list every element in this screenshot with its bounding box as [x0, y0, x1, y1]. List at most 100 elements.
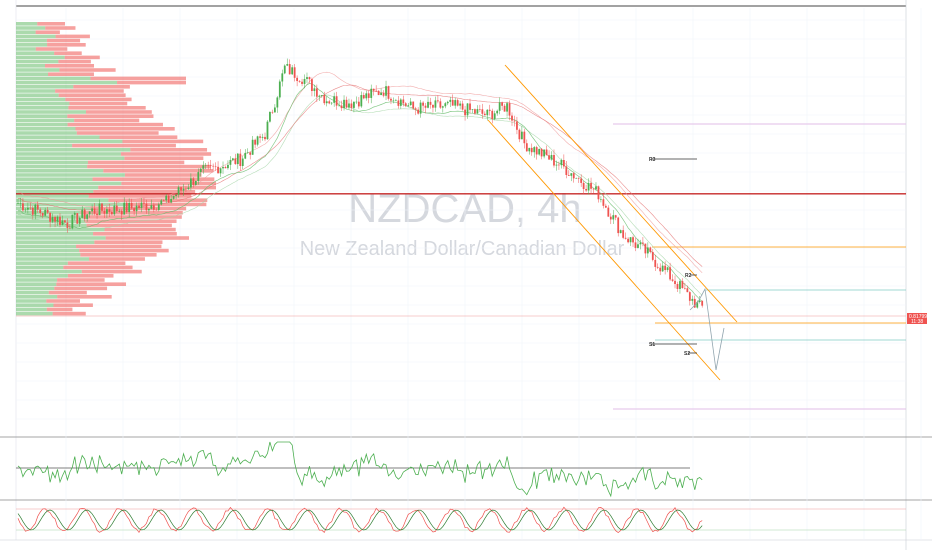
volume-profile-sell-bar: [79, 248, 169, 253]
candle-down: [684, 287, 686, 289]
candle-down: [101, 203, 103, 211]
candle-down: [108, 209, 111, 212]
candle-up: [160, 200, 163, 205]
candle-down: [404, 103, 407, 106]
candle-down: [525, 143, 528, 152]
candle-up: [691, 298, 694, 301]
candle-up: [560, 160, 563, 166]
candle-down: [540, 148, 543, 157]
volume-profile-sell-bar: [75, 127, 175, 131]
candle-up: [646, 247, 649, 254]
volume-profile-sell-bar: [88, 194, 192, 198]
candle-up: [444, 103, 447, 107]
candle-down: [478, 109, 481, 110]
candle-down: [508, 103, 511, 116]
volume-profile-sell-bar: [89, 257, 145, 261]
volume-profile-buy-bar: [16, 131, 77, 135]
volume-profile-sell-bar: [81, 269, 142, 274]
candle-down: [590, 182, 592, 189]
candle-down: [597, 186, 600, 200]
candle-up: [318, 95, 321, 97]
candle-up: [395, 100, 397, 102]
candle-down: [96, 213, 98, 216]
candle-up: [88, 211, 91, 215]
candle-up: [278, 81, 281, 98]
candle-up: [441, 106, 444, 108]
candle-up: [256, 136, 259, 145]
candle-down: [516, 121, 518, 130]
drawings[interactable]: [487, 64, 738, 381]
candle-up: [291, 67, 294, 75]
volume-profile-sell-bar: [35, 47, 68, 51]
candle-up: [666, 267, 669, 271]
candle-down: [311, 79, 313, 92]
candle-up: [370, 88, 373, 98]
volume-profile-sell-bar: [47, 43, 86, 47]
candle-up: [229, 159, 232, 165]
volume-profile-sell-bar: [124, 173, 202, 177]
candle-down: [609, 216, 612, 220]
volume-profile-sell-bar: [56, 282, 127, 286]
horizontal-levels[interactable]: [16, 123, 906, 410]
candle-up: [392, 100, 395, 102]
candle-down: [68, 227, 71, 229]
volume-profile-sell-bar: [46, 299, 80, 303]
stochastic-pane: [16, 506, 906, 534]
candle-up: [113, 205, 116, 215]
volume-profile-buy-bar: [16, 139, 123, 144]
volume-profile-buy-bar: [16, 97, 66, 102]
volume-profile-sell-bar: [53, 303, 93, 307]
volume-profile-buy-bar: [16, 190, 94, 194]
candle-up: [219, 168, 222, 174]
volume-profile-sell-bar: [93, 190, 196, 194]
candle-up: [266, 121, 269, 140]
candle-down: [451, 99, 454, 106]
candle-down: [41, 212, 44, 216]
candle-up: [204, 165, 207, 166]
candle-up: [360, 95, 363, 107]
volume-profile-sell-bar: [67, 261, 126, 265]
candle-up: [698, 300, 701, 302]
candle-down: [350, 103, 353, 108]
candle-up: [61, 220, 64, 225]
candle-up: [446, 101, 449, 104]
volume-profile-sell-bar: [69, 101, 128, 106]
candle-up: [199, 168, 202, 173]
candle-up: [696, 301, 699, 308]
candle-down: [483, 113, 486, 116]
candle-up: [555, 164, 558, 166]
volume-profile-sell-bar: [45, 26, 76, 30]
volume-profile-buy-bar: [16, 47, 36, 51]
candle-down: [461, 103, 464, 110]
volume-profile-buy-bar: [16, 307, 47, 312]
volume-profile-sell-bar: [63, 265, 133, 270]
volume-profile-sell-bar: [92, 177, 215, 181]
ma-lower-band: [18, 94, 703, 296]
volume-profile-buy-bar: [16, 76, 91, 81]
volume-profile-buy-bar: [16, 269, 82, 274]
volume-profile-buy-bar: [16, 244, 77, 249]
candle-down: [372, 88, 375, 91]
candle-up: [81, 209, 84, 218]
volume-profile-buy-bar: [16, 248, 80, 253]
current-price-tag: [907, 313, 927, 324]
candle-down: [54, 217, 56, 222]
candle-down: [469, 103, 471, 110]
volume-profile-sell-bar: [72, 143, 176, 148]
candle-down: [390, 98, 392, 101]
volume-profile-buy-bar: [16, 43, 48, 47]
volume-profile-buy-bar: [16, 169, 104, 173]
candle-down: [271, 111, 274, 113]
candle-down: [36, 204, 39, 210]
volume-profile-sell-bar: [55, 34, 90, 39]
volume-profile-sell-bar: [57, 295, 112, 299]
volume-profile-sell-bar: [74, 118, 140, 123]
volume-profile-buy-bar: [16, 282, 57, 286]
candle-up: [106, 209, 108, 214]
candle-up: [600, 199, 602, 200]
candle-up: [325, 101, 328, 104]
candle-down: [288, 64, 291, 75]
candle-up: [269, 111, 271, 122]
